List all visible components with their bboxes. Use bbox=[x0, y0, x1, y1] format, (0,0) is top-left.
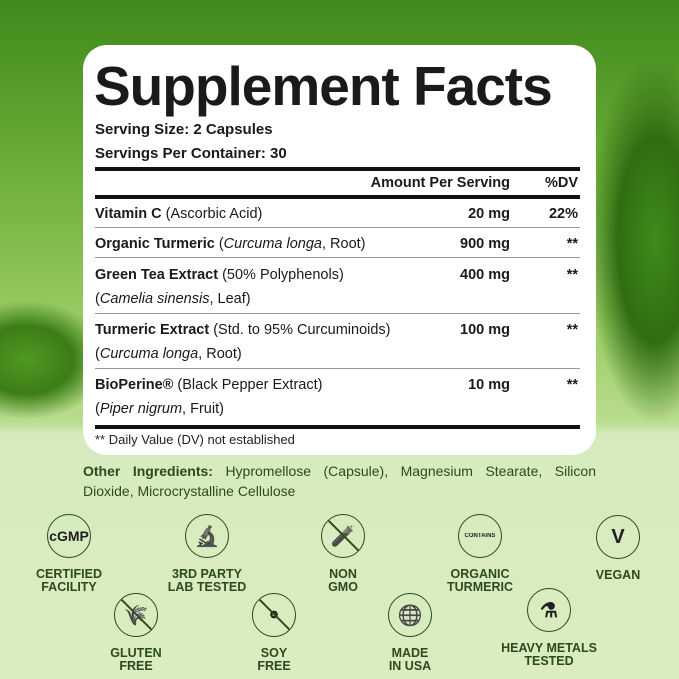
amount: 20 mg bbox=[468, 206, 510, 222]
amount: 900 mg bbox=[460, 236, 510, 252]
table-row: Organic Turmeric (Curcuma longa, Root) 90… bbox=[95, 232, 580, 256]
cgmp-icon: cGMP bbox=[47, 514, 91, 558]
badge-organic: CONTAINS ORGANIC TURMERIC bbox=[420, 514, 540, 594]
table-row: BioPerine® (Black Pepper Extract) (Piper … bbox=[95, 373, 580, 421]
badge-heavy-metals: ⚗ HEAVY METALS TESTED bbox=[489, 588, 609, 668]
badge-label: SOY FREE bbox=[257, 646, 291, 673]
table-row: Turmeric Extract (Std. to 95% Curcuminoi… bbox=[95, 318, 580, 366]
badge-label: CERTIFIED FACILITY bbox=[36, 567, 102, 594]
ingredient-detail: (Black Pepper Extract) bbox=[173, 377, 323, 393]
badge-label: ORGANIC TURMERIC bbox=[447, 567, 513, 594]
ingredient-name: BioPerine® bbox=[95, 377, 174, 393]
divider bbox=[95, 195, 580, 199]
amount-header: Amount Per Serving bbox=[370, 175, 510, 191]
soy-free-icon: ⚬ bbox=[252, 593, 296, 637]
ingredient-detail: (Ascorbic Acid) bbox=[161, 206, 263, 222]
tea-leaf-background-right bbox=[589, 60, 679, 420]
flask-check-icon: ⚗ bbox=[527, 588, 571, 632]
table-row: Green Tea Extract (50% Polyphenols) (Came… bbox=[95, 263, 580, 311]
other-ingredients: Other Ingredients: Hypromellose (Capsule… bbox=[83, 461, 596, 501]
servings-per-container: Servings Per Container: 30 bbox=[95, 145, 287, 162]
ingredient-name: Turmeric Extract bbox=[95, 322, 210, 338]
ingredient-source: (Piper nigrum, Fruit) bbox=[95, 401, 224, 417]
badge-vegan: V VEGAN bbox=[558, 515, 678, 582]
ingredient-name: Vitamin C bbox=[95, 206, 162, 222]
footnote: ** Daily Value (DV) not established bbox=[95, 432, 295, 447]
row-divider bbox=[95, 257, 580, 258]
badge-label: HEAVY METALS TESTED bbox=[501, 641, 597, 668]
daily-value: ** bbox=[566, 267, 578, 283]
row-divider bbox=[95, 313, 580, 314]
ingredient-source: (Curcuma longa, Root) bbox=[95, 346, 242, 362]
row-divider bbox=[95, 368, 580, 369]
badge-made: 🌐 MADE IN USA bbox=[350, 593, 470, 673]
usa-globe-icon: 🌐 bbox=[388, 593, 432, 637]
other-ingredients-text: Hypromellose (Capsule), Magnesium Steara… bbox=[83, 463, 596, 499]
badge-label: NON GMO bbox=[328, 567, 358, 594]
serving-size: Serving Size: 2 Capsules bbox=[95, 121, 273, 138]
ingredient-detail: (50% Polyphenols) bbox=[218, 267, 344, 283]
microscope-icon: 🔬 bbox=[185, 514, 229, 558]
gluten-free-icon: 🌾 bbox=[114, 593, 158, 637]
panel-title: Supplement Facts bbox=[94, 55, 553, 117]
badge-label: GLUTEN FREE bbox=[110, 646, 162, 673]
row-divider bbox=[95, 227, 580, 228]
supplement-facts-panel: Supplement Facts Serving Size: 2 Capsule… bbox=[83, 45, 596, 455]
vegan-leaf-icon: V bbox=[596, 515, 640, 559]
badge-label: MADE IN USA bbox=[388, 646, 432, 673]
daily-value: ** bbox=[566, 322, 578, 338]
ingredient-name: Green Tea Extract bbox=[95, 267, 219, 283]
daily-value: ** bbox=[566, 377, 578, 393]
badge-certified: cGMP CERTIFIED FACILITY bbox=[9, 514, 129, 594]
dv-header: %DV bbox=[544, 175, 578, 191]
non-gmo-icon: 🧪 bbox=[321, 514, 365, 558]
other-ingredients-label: Other Ingredients: bbox=[83, 463, 213, 479]
badge-3rd-party: 🔬 3RD PARTY LAB TESTED bbox=[147, 514, 267, 594]
badge-label: VEGAN bbox=[595, 568, 641, 582]
divider bbox=[95, 425, 580, 429]
ingredient-source: (Camelia sinensis, Leaf) bbox=[95, 291, 251, 307]
daily-value: 22% bbox=[548, 206, 578, 222]
amount: 10 mg bbox=[468, 377, 510, 393]
ingredient-detail: (Curcuma longa, Root) bbox=[214, 236, 366, 252]
ingredient-detail: (Std. to 95% Curcuminoids) bbox=[209, 322, 391, 338]
amount: 100 mg bbox=[460, 322, 510, 338]
daily-value: ** bbox=[566, 236, 578, 252]
table-row: Vitamin C (Ascorbic Acid) 20 mg 22% bbox=[95, 202, 580, 226]
divider bbox=[95, 167, 580, 171]
organic-turmeric-icon: CONTAINS bbox=[458, 514, 502, 558]
badge-label: 3RD PARTY LAB TESTED bbox=[167, 567, 247, 594]
ingredient-name: Organic Turmeric bbox=[95, 236, 215, 252]
amount: 400 mg bbox=[460, 267, 510, 283]
